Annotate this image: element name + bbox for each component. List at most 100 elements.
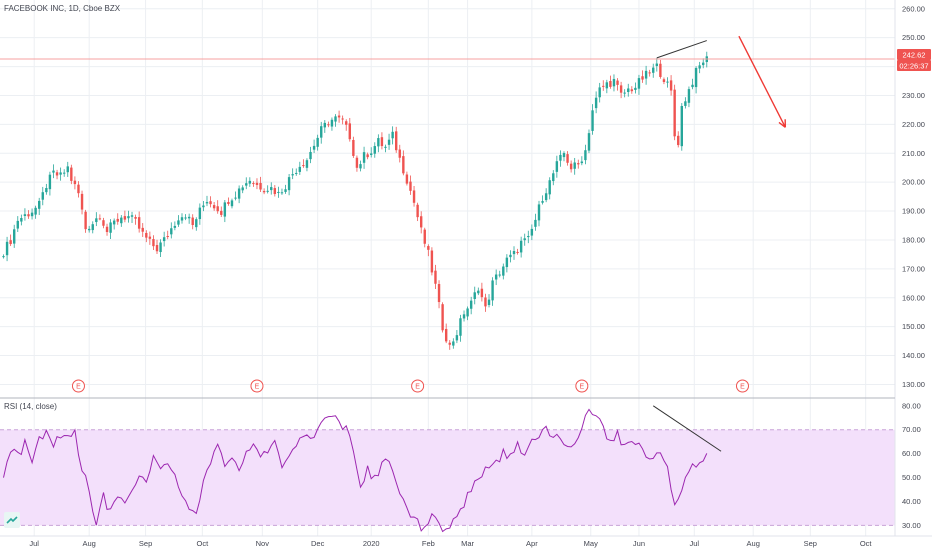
candle[interactable] [259,176,262,193]
candle[interactable] [255,178,259,190]
candle[interactable] [91,221,94,234]
candle[interactable] [505,254,509,273]
candle[interactable] [455,330,459,344]
candle[interactable] [377,134,380,153]
candle[interactable] [419,211,423,234]
candle[interactable] [173,221,177,231]
candle[interactable] [494,269,498,286]
candle[interactable] [348,117,351,142]
candle[interactable] [123,210,127,223]
candle[interactable] [602,80,605,91]
candle[interactable] [248,177,252,187]
candle[interactable] [409,175,412,195]
candle[interactable] [594,91,598,114]
candle[interactable] [70,164,73,185]
candle[interactable] [105,223,109,236]
candle[interactable] [559,150,562,167]
candle[interactable] [487,294,491,308]
candle[interactable] [145,230,148,243]
candle[interactable] [162,231,166,247]
candle[interactable] [373,142,376,158]
candle[interactable] [523,233,526,246]
candle[interactable] [277,186,280,198]
candle[interactable] [484,293,487,312]
candle[interactable] [666,77,669,88]
candle[interactable] [327,121,330,128]
candle[interactable] [573,157,576,175]
candle[interactable] [298,161,302,175]
candle[interactable] [627,83,630,97]
candle[interactable] [384,144,387,153]
candle[interactable] [637,74,641,95]
candle[interactable] [223,200,227,223]
candle[interactable] [212,201,216,211]
candle[interactable] [466,306,469,321]
candle[interactable] [630,86,634,94]
candle[interactable] [462,310,466,322]
candle[interactable] [430,247,434,276]
candle[interactable] [684,97,687,109]
candle[interactable] [370,147,373,158]
candle[interactable] [23,208,27,221]
candle[interactable] [459,314,462,342]
earnings-marker[interactable]: E [411,379,425,393]
candle[interactable] [569,160,573,173]
candle[interactable] [141,223,144,237]
tradingview-logo[interactable] [4,512,20,528]
candle[interactable] [441,302,444,333]
candle[interactable] [9,234,12,247]
candle[interactable] [587,129,591,154]
candle[interactable] [345,119,348,131]
candle[interactable] [305,158,309,172]
candle[interactable] [591,104,594,135]
candle[interactable] [291,168,294,180]
candle[interactable] [137,211,141,233]
candle[interactable] [148,231,152,245]
candle[interactable] [270,182,273,195]
candle[interactable] [516,248,519,255]
rsi-series[interactable] [3,408,708,533]
candle[interactable] [180,213,184,224]
candle[interactable] [702,58,705,69]
candle[interactable] [359,160,362,172]
rsi-divergence-line[interactable] [652,405,722,452]
candle[interactable] [209,196,212,208]
candle[interactable] [644,65,648,85]
candle[interactable] [437,280,441,309]
candle[interactable] [677,131,680,148]
candle[interactable] [48,171,52,196]
candle[interactable] [198,203,202,225]
candle[interactable] [395,126,398,153]
candle[interactable] [669,75,673,96]
candle[interactable] [452,338,455,349]
candle[interactable] [234,191,237,201]
earnings-marker[interactable]: E [71,379,85,393]
candle[interactable] [109,219,112,240]
forecast-arrow[interactable] [738,35,786,128]
candle[interactable] [502,263,505,280]
candle[interactable] [184,214,187,221]
candle[interactable] [519,236,523,258]
candle[interactable] [2,254,5,259]
candle[interactable] [512,246,516,260]
candle[interactable] [16,216,19,233]
candle[interactable] [680,103,683,151]
candle[interactable] [619,81,623,99]
candle[interactable] [280,188,284,195]
candle[interactable] [544,188,548,203]
candle[interactable] [694,66,698,94]
candle[interactable] [59,167,62,181]
candle[interactable] [662,77,666,85]
candle[interactable] [655,57,659,72]
candle[interactable] [62,169,66,177]
candle[interactable] [302,159,305,168]
candle[interactable] [287,173,291,196]
candle[interactable] [337,110,341,123]
candle[interactable] [320,121,323,144]
candle[interactable] [216,200,219,214]
candle[interactable] [20,214,23,226]
candle[interactable] [555,155,559,178]
candle[interactable] [55,169,59,180]
candle[interactable] [362,146,366,169]
candle[interactable] [634,82,637,94]
